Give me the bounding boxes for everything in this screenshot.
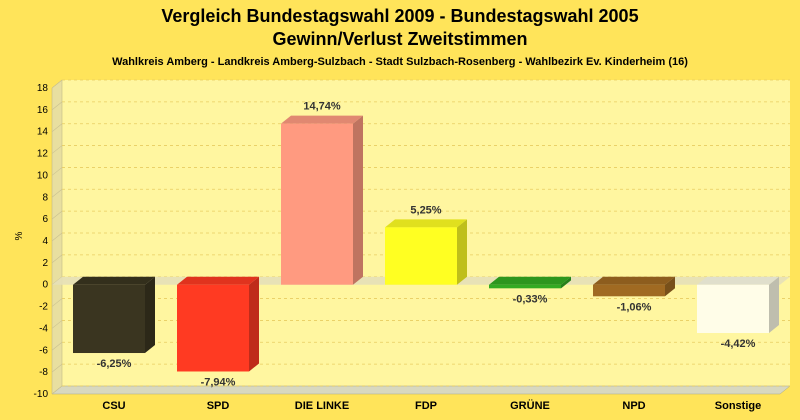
bar-side <box>145 276 155 354</box>
chart-title: Vergleich Bundestagswahl 2009 - Bundesta… <box>161 6 638 26</box>
bar-top <box>489 276 571 285</box>
bar-csu <box>73 284 145 354</box>
bar-gr-ne <box>489 284 561 289</box>
grid-line-side <box>51 254 63 264</box>
y-tick-label: -4 <box>39 323 48 334</box>
grid-line-side <box>51 342 63 351</box>
plot-floor <box>51 385 791 395</box>
bar-top <box>73 276 155 285</box>
bar-sonstige <box>697 284 769 334</box>
y-tick-label: 2 <box>42 258 48 269</box>
grid-line-side <box>51 123 63 132</box>
bar-top <box>385 219 467 228</box>
bar-side <box>769 276 779 334</box>
chart-subtitle: Gewinn/Verlust Zweitstimmen <box>272 29 527 49</box>
data-label: -4,42% <box>721 338 756 350</box>
bar-top <box>593 276 675 285</box>
bar-top <box>281 115 363 124</box>
y-tick-label: 4 <box>42 236 48 247</box>
grid-line-side <box>51 189 63 198</box>
plot-area: 18 16 14 12 10 8 6 4 2 0 -2 -4 -6 -8 -10 -6,25% CSU -7,94… <box>34 79 791 412</box>
y-tick-label: -6 <box>39 345 48 356</box>
grid-line-side <box>51 385 63 395</box>
y-tick-label: 12 <box>37 149 49 160</box>
y-tick-label: 6 <box>42 214 48 225</box>
x-category-label: CSU <box>102 400 125 412</box>
bar-npd <box>593 284 665 297</box>
bar-side <box>665 276 675 297</box>
bar-spd <box>177 284 249 372</box>
y-tick-label: 18 <box>37 83 49 94</box>
bar-top <box>697 276 779 285</box>
y-tick-label: 16 <box>37 105 49 116</box>
data-label: -1,06% <box>617 301 652 313</box>
bar-side <box>561 276 571 289</box>
x-category-label: Sonstige <box>715 400 761 412</box>
grid-line-side <box>51 363 63 373</box>
x-category-label: NPD <box>622 400 645 412</box>
data-label: -0,33% <box>513 293 548 305</box>
y-tick-label: 14 <box>37 127 49 138</box>
y-axis-label: % <box>14 231 25 240</box>
y-tick-label: 10 <box>37 170 49 181</box>
x-category-label: DIE LINKE <box>295 400 349 412</box>
x-category-label: FDP <box>415 400 437 412</box>
x-category-label: GRÜNE <box>510 399 550 412</box>
grid-line-side <box>51 79 63 89</box>
bar-side <box>457 219 467 285</box>
y-tick-label: 0 <box>42 280 48 291</box>
grid-line-side <box>51 298 63 307</box>
bar-side <box>249 276 259 372</box>
y-tick-label: -8 <box>39 367 48 378</box>
bar-top <box>177 276 259 285</box>
y-tick-label: 8 <box>42 192 48 203</box>
bar-die-linke <box>281 123 353 285</box>
bar-side <box>353 115 363 285</box>
data-label: 5,25% <box>410 204 441 216</box>
data-label: -7,94% <box>201 376 236 388</box>
x-category-label: SPD <box>207 400 230 412</box>
grid-line-side <box>51 320 63 329</box>
grid-line-side <box>51 210 63 220</box>
bar-fdp <box>385 227 457 285</box>
grid-line-side <box>51 145 63 154</box>
grid-line-side <box>51 232 63 242</box>
chart-location-line: Wahlkreis Amberg - Landkreis Amberg-Sulz… <box>112 56 688 68</box>
data-label: 14,74% <box>303 101 341 113</box>
data-label: -6,25% <box>97 358 132 370</box>
grid-line-side <box>51 167 63 176</box>
y-tick-label: -2 <box>39 302 48 313</box>
y-tick-label: -10 <box>34 389 49 400</box>
grid-line-side <box>51 101 63 111</box>
